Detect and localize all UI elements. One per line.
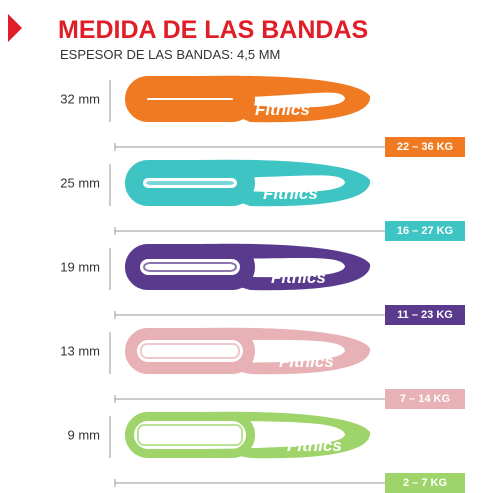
width-label: 32 mm	[60, 91, 100, 106]
band-loop	[125, 244, 255, 290]
band-loop	[125, 412, 255, 458]
brand-label: Fitnics	[255, 100, 310, 119]
title: MEDIDA DE LAS BANDAS	[58, 16, 368, 44]
weight-box	[385, 473, 465, 493]
weight-label: 22 – 36 KG	[397, 141, 453, 153]
weight-label: 16 – 27 KG	[397, 225, 453, 237]
band-loop-inner	[143, 262, 237, 272]
width-label: 9 mm	[68, 427, 101, 442]
weight-label: 2 – 7 KG	[403, 477, 447, 489]
weight-box	[385, 137, 465, 157]
band-strap	[200, 243, 371, 291]
band-loop-inner	[150, 101, 230, 105]
width-label: 25 mm	[60, 175, 100, 190]
band-strap	[200, 327, 371, 375]
brand-label: Fitnics	[287, 436, 342, 455]
band-loop-inner	[146, 181, 234, 185]
subtitle: ESPESOR DE LAS BANDAS: 4,5 MM	[60, 47, 280, 62]
weight-box	[385, 389, 465, 409]
band-strap	[200, 159, 371, 207]
weight-label: 7 – 14 KG	[400, 393, 450, 405]
band-strap	[200, 411, 371, 459]
brand-label: Fitnics	[271, 268, 326, 287]
brand-label: Fitnics	[263, 184, 318, 203]
title-arrow	[8, 14, 22, 42]
width-label: 19 mm	[60, 259, 100, 274]
band-loop-inner	[137, 424, 243, 446]
band-strap	[200, 75, 371, 123]
band-loop	[125, 328, 255, 374]
weight-label: 11 – 23 KG	[397, 309, 453, 321]
band-loop	[125, 76, 255, 122]
brand-label: Fitnics	[279, 352, 334, 371]
weight-box	[385, 221, 465, 241]
band-loop-inner	[140, 343, 240, 359]
width-label: 13 mm	[60, 343, 100, 358]
weight-box	[385, 305, 465, 325]
band-loop	[125, 160, 255, 206]
